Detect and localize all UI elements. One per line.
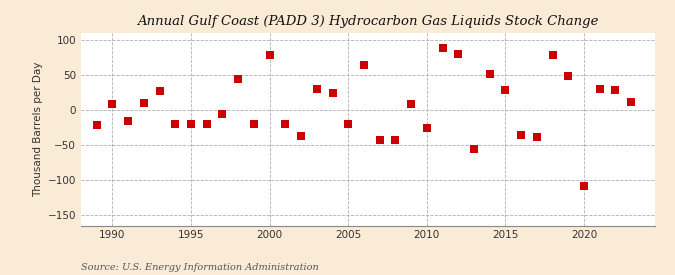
Point — [547, 53, 558, 57]
Point — [437, 46, 448, 51]
Point — [123, 118, 134, 123]
Point — [500, 88, 511, 93]
Point — [154, 89, 165, 93]
Point — [107, 102, 118, 107]
Point — [626, 99, 637, 104]
Point — [186, 122, 196, 126]
Point — [453, 52, 464, 56]
Point — [531, 134, 542, 139]
Point — [233, 76, 244, 81]
Point — [343, 122, 354, 126]
Point — [201, 122, 212, 126]
Point — [296, 134, 306, 138]
Title: Annual Gulf Coast (PADD 3) Hydrocarbon Gas Liquids Stock Change: Annual Gulf Coast (PADD 3) Hydrocarbon G… — [137, 15, 599, 28]
Point — [594, 87, 605, 91]
Point — [91, 123, 102, 128]
Point — [563, 74, 574, 79]
Point — [421, 125, 432, 130]
Point — [390, 138, 401, 142]
Point — [358, 62, 369, 67]
Point — [170, 122, 181, 126]
Point — [217, 111, 228, 116]
Point — [406, 102, 416, 107]
Point — [578, 183, 589, 188]
Point — [610, 88, 621, 93]
Point — [264, 53, 275, 57]
Point — [138, 101, 149, 105]
Y-axis label: Thousand Barrels per Day: Thousand Barrels per Day — [34, 62, 43, 197]
Point — [280, 122, 291, 126]
Point — [374, 138, 385, 142]
Point — [516, 132, 526, 137]
Point — [311, 87, 322, 91]
Point — [484, 72, 495, 76]
Point — [327, 90, 338, 95]
Point — [248, 122, 259, 126]
Point — [468, 146, 479, 151]
Text: Source: U.S. Energy Information Administration: Source: U.S. Energy Information Administ… — [81, 263, 319, 272]
